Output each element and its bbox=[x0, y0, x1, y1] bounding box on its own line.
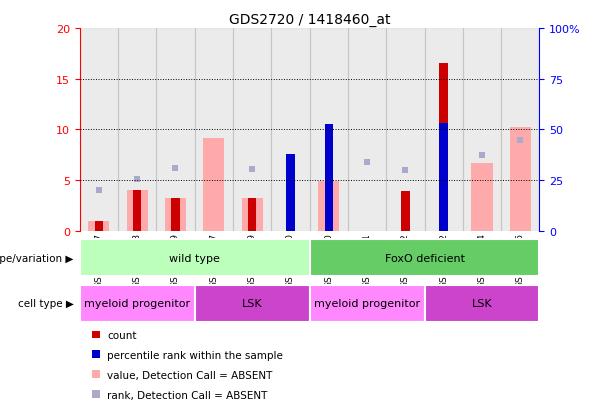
Text: LSK: LSK bbox=[471, 299, 492, 309]
Bar bbox=[510, 128, 531, 231]
Bar bbox=[286, 154, 295, 231]
Text: value, Detection Call = ABSENT: value, Detection Call = ABSENT bbox=[107, 370, 273, 380]
Bar bbox=[501, 29, 539, 231]
Bar bbox=[80, 29, 118, 231]
Bar bbox=[118, 29, 156, 231]
Bar bbox=[80, 285, 195, 322]
Text: LSK: LSK bbox=[242, 299, 262, 309]
Bar bbox=[94, 221, 103, 231]
Bar bbox=[242, 199, 262, 231]
Bar bbox=[248, 199, 256, 231]
Bar bbox=[286, 159, 295, 231]
Text: percentile rank within the sample: percentile rank within the sample bbox=[107, 350, 283, 360]
Bar bbox=[401, 192, 409, 231]
Bar bbox=[310, 285, 424, 322]
Bar bbox=[310, 240, 539, 277]
Bar bbox=[440, 124, 448, 231]
Title: GDS2720 / 1418460_at: GDS2720 / 1418460_at bbox=[229, 12, 390, 26]
Bar bbox=[233, 29, 271, 231]
Bar bbox=[324, 140, 333, 231]
Bar bbox=[271, 29, 310, 231]
Text: myeloid progenitor: myeloid progenitor bbox=[84, 299, 190, 309]
Text: count: count bbox=[107, 330, 137, 340]
Bar bbox=[195, 29, 233, 231]
Bar bbox=[463, 29, 501, 231]
Text: myeloid progenitor: myeloid progenitor bbox=[314, 299, 420, 309]
Bar bbox=[424, 285, 539, 322]
Bar bbox=[324, 125, 333, 231]
Bar bbox=[133, 191, 142, 231]
Bar bbox=[386, 29, 424, 231]
Bar bbox=[88, 221, 109, 231]
Text: rank, Detection Call = ABSENT: rank, Detection Call = ABSENT bbox=[107, 390, 268, 400]
Text: genotype/variation ▶: genotype/variation ▶ bbox=[0, 253, 74, 263]
Text: cell type ▶: cell type ▶ bbox=[18, 299, 74, 309]
Bar bbox=[348, 29, 386, 231]
Bar bbox=[165, 199, 186, 231]
Bar bbox=[127, 191, 148, 231]
Bar bbox=[440, 64, 448, 231]
Bar bbox=[318, 182, 339, 231]
Bar bbox=[310, 29, 348, 231]
Bar bbox=[204, 138, 224, 231]
Text: wild type: wild type bbox=[169, 253, 220, 263]
Bar bbox=[80, 240, 310, 277]
Bar bbox=[471, 164, 492, 231]
Bar bbox=[195, 285, 310, 322]
Bar bbox=[171, 199, 180, 231]
Bar bbox=[156, 29, 195, 231]
Text: FoxO deficient: FoxO deficient bbox=[384, 253, 465, 263]
Bar bbox=[424, 29, 463, 231]
